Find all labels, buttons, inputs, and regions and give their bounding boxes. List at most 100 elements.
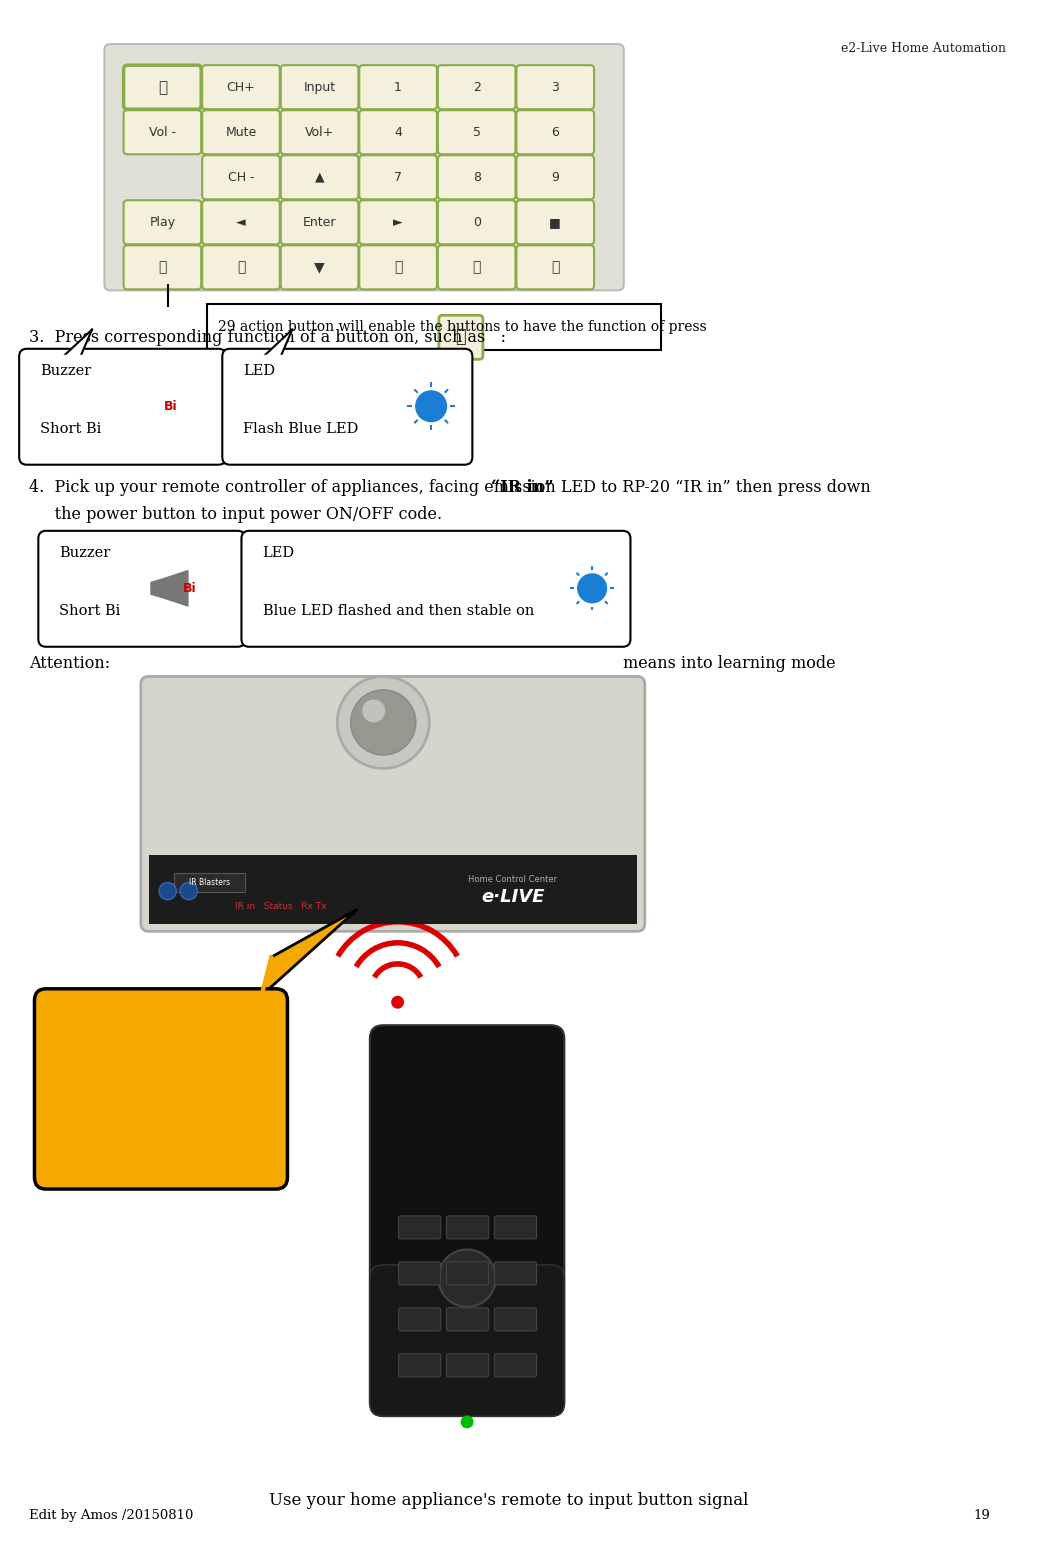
FancyBboxPatch shape — [123, 111, 201, 154]
Text: 7: 7 — [394, 171, 402, 184]
Text: Blue LED flashed and then stable on: Blue LED flashed and then stable on — [262, 604, 534, 618]
FancyBboxPatch shape — [495, 1355, 536, 1376]
Text: ⏻: ⏻ — [456, 329, 466, 346]
Text: LED: LED — [262, 547, 294, 561]
Text: ⏭: ⏭ — [473, 260, 481, 274]
FancyBboxPatch shape — [516, 201, 594, 244]
FancyBboxPatch shape — [359, 111, 436, 154]
Text: Short Bi: Short Bi — [59, 604, 121, 618]
FancyBboxPatch shape — [438, 156, 515, 199]
Polygon shape — [147, 389, 169, 424]
Text: 3.  Press corresponding function of a button on, such as   :: 3. Press corresponding function of a but… — [29, 329, 506, 346]
FancyBboxPatch shape — [370, 1025, 564, 1417]
FancyBboxPatch shape — [439, 315, 483, 360]
Text: e2-Live Home Automation: e2-Live Home Automation — [841, 42, 1006, 54]
Circle shape — [416, 391, 446, 422]
Text: CH+: CH+ — [226, 81, 255, 93]
FancyBboxPatch shape — [398, 1308, 441, 1331]
FancyBboxPatch shape — [495, 1308, 536, 1331]
Text: with your remote: with your remote — [64, 1085, 209, 1102]
Text: 1: 1 — [394, 81, 402, 93]
FancyBboxPatch shape — [202, 156, 279, 199]
Circle shape — [362, 699, 386, 722]
Text: 19: 19 — [974, 1509, 991, 1523]
Text: ■: ■ — [549, 216, 561, 229]
Circle shape — [578, 575, 606, 603]
Text: 2: 2 — [473, 81, 481, 93]
FancyBboxPatch shape — [141, 676, 645, 931]
Circle shape — [392, 996, 404, 1007]
Circle shape — [350, 690, 416, 755]
FancyBboxPatch shape — [280, 65, 358, 109]
FancyBboxPatch shape — [516, 111, 594, 154]
Text: Mute: Mute — [225, 126, 257, 139]
Text: 4: 4 — [394, 126, 402, 139]
Circle shape — [159, 883, 176, 900]
Text: Buzzer: Buzzer — [40, 364, 91, 378]
Text: 0: 0 — [473, 216, 481, 229]
Text: ⏩: ⏩ — [394, 260, 402, 274]
Text: Short Bi: Short Bi — [40, 422, 102, 436]
Text: ⏮: ⏮ — [158, 260, 167, 274]
FancyBboxPatch shape — [359, 246, 436, 290]
FancyBboxPatch shape — [38, 531, 245, 646]
FancyBboxPatch shape — [202, 201, 279, 244]
Text: Buzzer: Buzzer — [59, 547, 110, 561]
Text: IR Blasters: IR Blasters — [189, 878, 230, 887]
FancyBboxPatch shape — [280, 201, 358, 244]
FancyBboxPatch shape — [207, 304, 662, 350]
Text: LED: LED — [243, 364, 275, 378]
FancyBboxPatch shape — [280, 246, 358, 290]
Text: Bi: Bi — [183, 582, 196, 595]
Polygon shape — [151, 578, 166, 598]
FancyBboxPatch shape — [438, 111, 515, 154]
FancyBboxPatch shape — [123, 65, 201, 109]
Text: Use your home appliance's remote to input button signal: Use your home appliance's remote to inpu… — [269, 1492, 749, 1509]
FancyBboxPatch shape — [359, 156, 436, 199]
FancyBboxPatch shape — [123, 201, 201, 244]
FancyBboxPatch shape — [438, 65, 515, 109]
Text: ⏻: ⏻ — [158, 79, 167, 95]
FancyBboxPatch shape — [222, 349, 473, 464]
Text: Please alignment here: Please alignment here — [64, 1119, 252, 1137]
Circle shape — [439, 1249, 496, 1306]
FancyBboxPatch shape — [446, 1216, 489, 1239]
FancyBboxPatch shape — [280, 156, 358, 199]
Text: “IR in”: “IR in” — [491, 480, 553, 497]
Text: 4.  Pick up your remote controller of appliances, facing emission LED to RP-20 “: 4. Pick up your remote controller of app… — [29, 480, 871, 497]
Polygon shape — [132, 395, 147, 417]
FancyBboxPatch shape — [495, 1216, 536, 1239]
Circle shape — [181, 883, 198, 900]
Text: 8: 8 — [473, 171, 481, 184]
FancyBboxPatch shape — [438, 246, 515, 290]
Polygon shape — [263, 330, 292, 357]
Text: Input: Input — [304, 81, 336, 93]
FancyBboxPatch shape — [446, 1308, 489, 1331]
FancyBboxPatch shape — [398, 1216, 441, 1239]
Text: controller of appliances: controller of appliances — [64, 1049, 263, 1067]
FancyBboxPatch shape — [398, 1355, 441, 1376]
FancyBboxPatch shape — [123, 246, 201, 290]
Text: ⏸: ⏸ — [551, 260, 560, 274]
FancyBboxPatch shape — [495, 1261, 536, 1285]
Text: e·LIVE: e·LIVE — [481, 887, 545, 906]
FancyBboxPatch shape — [280, 111, 358, 154]
FancyBboxPatch shape — [174, 873, 245, 892]
FancyBboxPatch shape — [202, 246, 279, 290]
Text: ▲: ▲ — [314, 171, 324, 184]
FancyBboxPatch shape — [516, 246, 594, 290]
FancyBboxPatch shape — [446, 1261, 489, 1285]
FancyBboxPatch shape — [398, 1261, 441, 1285]
FancyBboxPatch shape — [359, 201, 436, 244]
Text: IR in   Status   Rx Tx: IR in Status Rx Tx — [235, 902, 326, 911]
Polygon shape — [64, 330, 92, 357]
FancyBboxPatch shape — [104, 44, 623, 290]
FancyBboxPatch shape — [19, 349, 226, 464]
Text: ⏪: ⏪ — [237, 260, 245, 274]
Text: Home Control Center: Home Control Center — [468, 875, 558, 884]
Text: Bi: Bi — [164, 400, 177, 413]
Text: CH -: CH - — [227, 171, 254, 184]
Text: ►: ► — [393, 216, 402, 229]
FancyBboxPatch shape — [370, 1264, 564, 1417]
FancyBboxPatch shape — [202, 65, 279, 109]
